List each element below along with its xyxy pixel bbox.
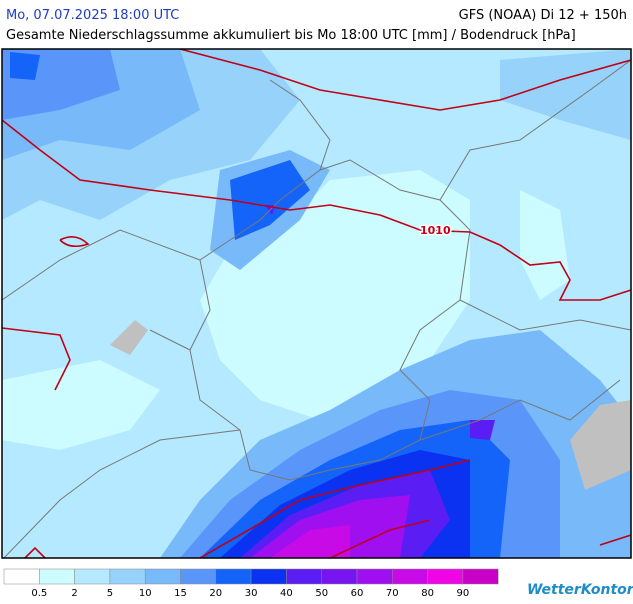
legend-swatch [286,568,322,585]
isobar-label: 1010 [420,224,451,237]
logo: WetterKontor [527,582,633,598]
legend-swatch [392,568,428,585]
legend-swatch [215,568,252,585]
legend-label: 2 [71,588,77,599]
legend-label: 50 [315,588,328,599]
legend-label: 5 [107,588,113,599]
legend-swatch [250,568,287,585]
legend-label: 15 [174,588,187,599]
legend-label: 90 [457,588,470,599]
legend-label: 60 [351,588,364,599]
legend-label: 30 [245,588,258,599]
legend-swatch [180,568,217,585]
legend-label: 0.5 [31,588,47,599]
legend-label: 40 [280,588,293,599]
legend-label: 70 [386,588,399,599]
legend-swatch [462,568,499,585]
legend-label: 20 [209,588,222,599]
legend-swatch [3,568,40,585]
legend-swatch [109,568,146,585]
legend: 0.5 2 5 10 15 20 30 40 50 60 70 80 90 [3,568,499,599]
legend-swatch [356,568,393,585]
legend-swatch [427,568,464,585]
legend-label: 80 [421,588,434,599]
datetime: Mo, 07.07.2025 18:00 UTC [6,8,179,23]
legend-swatch [321,568,358,585]
subtitle: Gesamte Niederschlagssumme akkumuliert b… [6,28,576,43]
legend-label: 10 [139,588,152,599]
map: 1010 [1,48,632,559]
legend-swatch [144,568,181,585]
model-info: GFS (NOAA) Di 12 + 150h [459,8,627,23]
legend-swatch [74,568,111,585]
legend-swatch [39,568,75,585]
